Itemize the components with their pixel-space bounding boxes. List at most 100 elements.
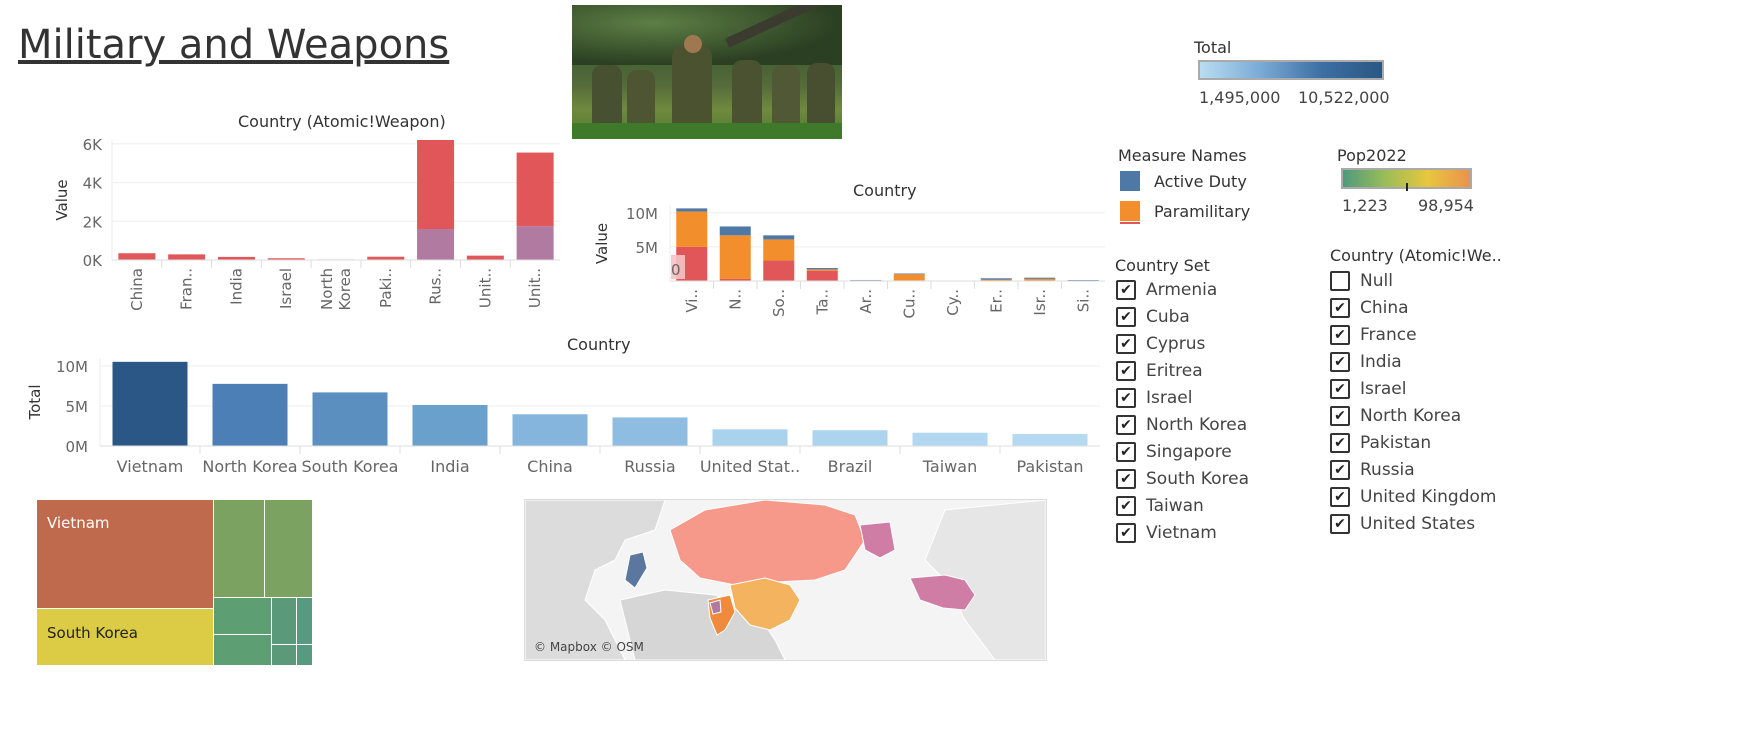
- treemap-cell[interactable]: [272, 645, 296, 665]
- filter-option-label: United Kingdom: [1360, 486, 1497, 507]
- checkbox-checked-icon[interactable]: ✔: [1116, 414, 1136, 435]
- treemap-cell[interactable]: [214, 635, 271, 665]
- bar-segment[interactable]: [719, 278, 751, 281]
- checkbox-checked-icon[interactable]: ✔: [1116, 522, 1136, 543]
- filter-option-label: Eritrea: [1146, 360, 1203, 381]
- checkbox-checked-icon[interactable]: ✔: [1116, 333, 1136, 354]
- filter-option[interactable]: ✔ South Korea: [1116, 465, 1249, 492]
- bar-segment[interactable]: [763, 260, 795, 281]
- treemap-cell[interactable]: [272, 598, 296, 644]
- legend-item-active-duty[interactable]: Active Duty: [1120, 166, 1320, 196]
- filter-option[interactable]: ✔ North Korea: [1116, 411, 1249, 438]
- bar[interactable]: [712, 429, 788, 446]
- treemap-cell[interactable]: [214, 598, 271, 634]
- bar-segment[interactable]: [763, 235, 795, 240]
- filter-option[interactable]: ✔ Armenia: [1116, 276, 1249, 303]
- bar[interactable]: [512, 414, 588, 446]
- bar[interactable]: [912, 432, 988, 446]
- filter-option[interactable]: ✔ United Kingdom: [1330, 483, 1496, 510]
- treemap-cell[interactable]: [214, 500, 264, 597]
- checkbox-checked-icon[interactable]: ✔: [1116, 279, 1136, 300]
- filter-option[interactable]: ✔ China: [1330, 294, 1496, 321]
- filter-option[interactable]: ✔ Eritrea: [1116, 357, 1249, 384]
- x-tick-label: Cy..: [944, 289, 962, 316]
- bar-segment[interactable]: [763, 239, 795, 261]
- bar[interactable]: [516, 226, 554, 260]
- filter-option[interactable]: ✔ Cyprus: [1116, 330, 1249, 357]
- filter-option[interactable]: ✔ North Korea: [1330, 402, 1496, 429]
- bar[interactable]: [118, 253, 156, 260]
- treemap-cell-south-korea[interactable]: South Korea: [37, 609, 213, 665]
- bar[interactable]: [612, 417, 688, 446]
- checkbox-checked-icon[interactable]: ✔: [1330, 351, 1350, 372]
- filter-option[interactable]: ✔ Taiwan: [1116, 492, 1249, 519]
- bar-segment[interactable]: [806, 268, 838, 270]
- bar[interactable]: [112, 361, 188, 446]
- filter-option[interactable]: ✔ Russia: [1330, 456, 1496, 483]
- filter-option-label: Cyprus: [1146, 333, 1206, 354]
- filter-option[interactable]: ✔ Cuba: [1116, 303, 1249, 330]
- checkbox-checked-icon[interactable]: ✔: [1116, 495, 1136, 516]
- bar-segment[interactable]: [893, 274, 925, 281]
- world-map[interactable]: © Mapbox © OSM: [524, 499, 1047, 661]
- bar-segment[interactable]: [719, 235, 751, 279]
- legend-item-paramilitary[interactable]: Paramilitary: [1120, 196, 1320, 226]
- checkbox-checked-icon[interactable]: ✔: [1330, 459, 1350, 480]
- filter-option[interactable]: ✔ Israel: [1116, 384, 1249, 411]
- filter-option[interactable]: ✔ France: [1330, 321, 1496, 348]
- checkbox-checked-icon[interactable]: ✔: [1116, 468, 1136, 489]
- filter-option[interactable]: ✔ Israel: [1330, 375, 1496, 402]
- filter-option[interactable]: ✔ United States: [1330, 510, 1496, 537]
- bar[interactable]: [1012, 434, 1088, 446]
- checkbox-checked-icon[interactable]: ✔: [1330, 432, 1350, 453]
- checkbox-checked-icon[interactable]: ✔: [1330, 297, 1350, 318]
- bar-segment[interactable]: [806, 270, 838, 281]
- checkbox-checked-icon[interactable]: ✔: [1116, 360, 1136, 381]
- filter-option[interactable]: ✔ Vietnam: [1116, 519, 1249, 546]
- bar-segment[interactable]: [893, 273, 925, 275]
- bar[interactable]: [367, 256, 405, 260]
- treemap-cell[interactable]: [297, 598, 312, 644]
- checkbox-empty-icon[interactable]: [1330, 270, 1350, 291]
- bar[interactable]: [168, 254, 206, 260]
- filter-option-label: Israel: [1360, 378, 1407, 399]
- bar[interactable]: [516, 152, 554, 227]
- bar[interactable]: [212, 383, 288, 446]
- bar-segment[interactable]: [676, 211, 708, 247]
- filter-option[interactable]: ✔ Pakistan: [1330, 429, 1496, 456]
- filter-option[interactable]: Null: [1330, 267, 1496, 294]
- bar-segment[interactable]: [1024, 278, 1056, 281]
- bar-segment[interactable]: [980, 278, 1012, 280]
- filter-option[interactable]: ✔ Singapore: [1116, 438, 1249, 465]
- bar-segment[interactable]: [1024, 277, 1056, 279]
- checkbox-checked-icon[interactable]: ✔: [1330, 378, 1350, 399]
- checkbox-checked-icon[interactable]: ✔: [1116, 441, 1136, 462]
- bar[interactable]: [417, 140, 455, 230]
- checkbox-checked-icon[interactable]: ✔: [1330, 324, 1350, 345]
- bar-segment[interactable]: [806, 269, 838, 271]
- bar[interactable]: [217, 256, 255, 260]
- checkbox-checked-icon[interactable]: ✔: [1116, 387, 1136, 408]
- filter-option-label: North Korea: [1360, 405, 1462, 426]
- treemap-cell[interactable]: [297, 645, 312, 665]
- filter-option-label: United States: [1360, 513, 1476, 534]
- bar[interactable]: [812, 430, 888, 446]
- treemap-label-south-korea: South Korea: [47, 624, 138, 642]
- treemap-cell[interactable]: [265, 500, 312, 597]
- bar[interactable]: [267, 258, 305, 260]
- checkbox-checked-icon[interactable]: ✔: [1116, 306, 1136, 327]
- checkbox-checked-icon[interactable]: ✔: [1330, 513, 1350, 534]
- bar-segment[interactable]: [719, 226, 751, 236]
- legend-label: Active Duty: [1154, 171, 1247, 191]
- treemap-cell-vietnam[interactable]: Vietnam: [37, 500, 213, 608]
- bar-segment[interactable]: [980, 279, 1012, 281]
- legend-total-gradient[interactable]: [1198, 60, 1384, 80]
- bar-segment[interactable]: [676, 208, 708, 212]
- bar[interactable]: [312, 392, 388, 446]
- bar[interactable]: [417, 229, 455, 260]
- bar[interactable]: [466, 255, 504, 260]
- checkbox-checked-icon[interactable]: ✔: [1330, 405, 1350, 426]
- checkbox-checked-icon[interactable]: ✔: [1330, 486, 1350, 507]
- bar[interactable]: [412, 404, 488, 446]
- filter-option[interactable]: ✔ India: [1330, 348, 1496, 375]
